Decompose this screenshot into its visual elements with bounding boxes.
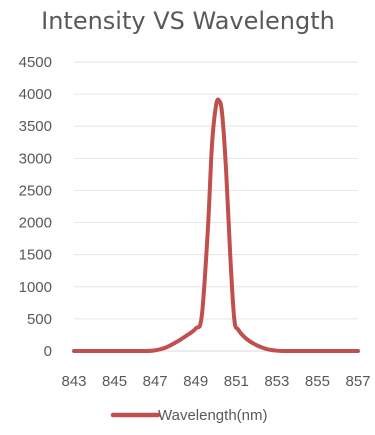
gridlines bbox=[74, 61, 358, 352]
y-tick-label: 3500 bbox=[19, 118, 52, 135]
y-axis-tick-labels: 0 500 1000 1500 2000 2500 3000 3500 4000 4500 bbox=[19, 54, 52, 360]
y-tick-label: 4000 bbox=[19, 86, 52, 103]
y-tick-label: 1000 bbox=[19, 279, 52, 296]
chart-title: Intensity VS Wavelength bbox=[41, 7, 335, 35]
y-tick-label: 1500 bbox=[19, 247, 52, 264]
legend: Wavelength(nm) bbox=[110, 407, 267, 424]
series-lines bbox=[72, 97, 360, 353]
x-tick-label: 855 bbox=[305, 373, 330, 390]
x-tick-label: 853 bbox=[264, 373, 289, 390]
x-axis-tick-labels: 843 845 847 849 851 853 855 857 bbox=[61, 373, 370, 390]
x-tick-label: 851 bbox=[224, 373, 249, 390]
x-tick-label: 847 bbox=[143, 373, 168, 390]
y-tick-label: 2500 bbox=[19, 182, 52, 199]
x-tick-label: 849 bbox=[183, 373, 208, 390]
y-tick-label: 0 bbox=[44, 343, 52, 360]
y-tick-label: 4500 bbox=[19, 54, 52, 71]
y-tick-label: 2000 bbox=[19, 215, 52, 232]
series-line-0 bbox=[72, 97, 360, 353]
y-tick-label: 500 bbox=[27, 311, 52, 328]
x-tick-label: 857 bbox=[345, 373, 370, 390]
y-tick-label: 3000 bbox=[19, 150, 52, 167]
legend-label: Wavelength(nm) bbox=[158, 407, 267, 424]
x-tick-label: 843 bbox=[61, 373, 86, 390]
x-tick-label: 845 bbox=[102, 373, 127, 390]
